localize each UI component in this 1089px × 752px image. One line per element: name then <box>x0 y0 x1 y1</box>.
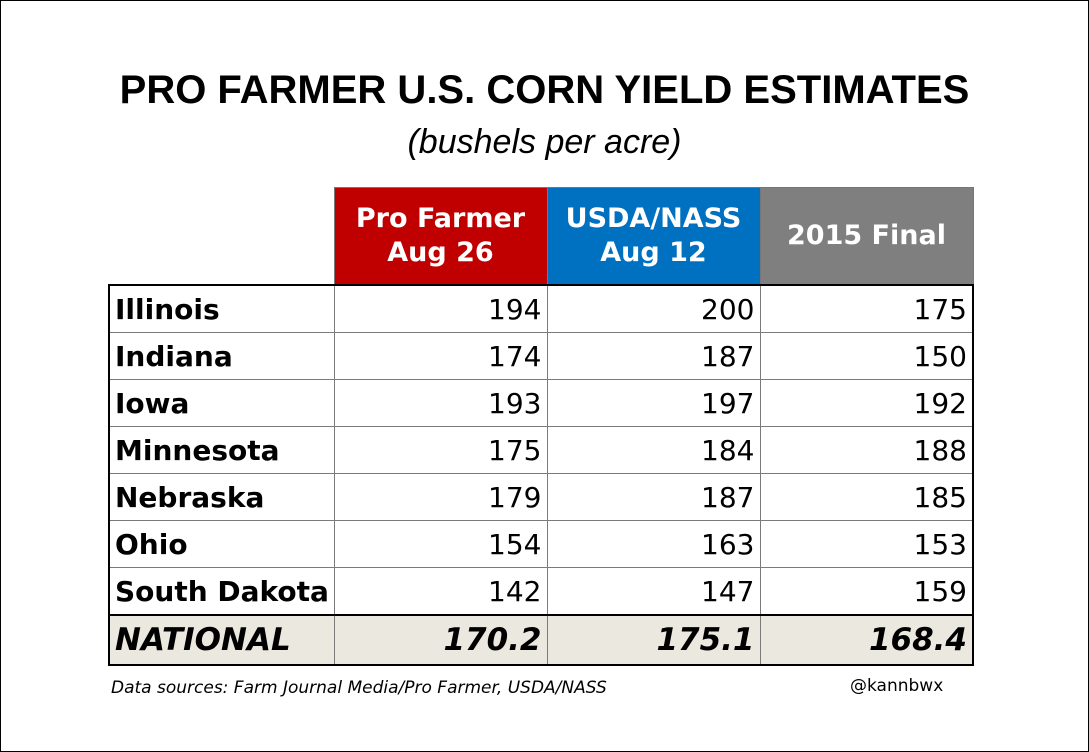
header-pro-farmer: Pro Farmer Aug 26 <box>333 187 548 286</box>
value-cell: 185 <box>759 473 974 521</box>
value-cell: 174 <box>333 332 548 380</box>
value-cell: 175 <box>333 426 548 474</box>
national-label-cell: NATIONAL <box>108 614 335 666</box>
header-pro-farmer-line2: Aug 26 <box>387 237 494 268</box>
header-pro-farmer-line1: Pro Farmer <box>355 203 526 234</box>
value-cell: 150 <box>759 332 974 380</box>
state-cell: South Dakota <box>108 567 335 616</box>
value-cell: 192 <box>759 379 974 427</box>
table-row: South Dakota 142 147 159 <box>108 567 974 616</box>
chart-title: PRO FARMER U.S. CORN YIELD ESTIMATES <box>119 68 970 112</box>
yield-table: Pro Farmer Aug 26 USDA/NASS Aug 12 2015 … <box>108 187 974 666</box>
header-2015-final-line1: 2015 Final <box>787 220 946 251</box>
state-cell: Indiana <box>108 332 335 380</box>
value-cell: 147 <box>546 567 761 616</box>
value-cell: 194 <box>333 284 548 333</box>
value-cell: 200 <box>546 284 761 333</box>
table-header-row: Pro Farmer Aug 26 USDA/NASS Aug 12 2015 … <box>109 187 974 286</box>
state-cell: Ohio <box>108 520 335 568</box>
value-cell: 188 <box>759 426 974 474</box>
national-value-cell: 175.1 <box>546 614 761 666</box>
table-row: Iowa 193 197 192 <box>108 379 974 427</box>
value-cell: 163 <box>546 520 761 568</box>
national-row: NATIONAL 170.2 175.1 168.4 <box>108 614 974 666</box>
chart-subtitle: (bushels per acre) <box>407 123 682 161</box>
value-cell: 197 <box>546 379 761 427</box>
national-value-cell: 168.4 <box>759 614 974 666</box>
table-row: Illinois 194 200 175 <box>108 284 974 333</box>
table-row: Minnesota 175 184 188 <box>108 426 974 474</box>
value-cell: 193 <box>333 379 548 427</box>
value-cell: 187 <box>546 332 761 380</box>
author-handle: @kannbwx <box>850 676 944 696</box>
value-cell: 179 <box>333 473 548 521</box>
header-usda-nass: USDA/NASS Aug 12 <box>546 187 761 286</box>
state-cell: Minnesota <box>108 426 335 474</box>
header-2015-final: 2015 Final <box>759 187 974 286</box>
value-cell: 153 <box>759 520 974 568</box>
value-cell: 184 <box>546 426 761 474</box>
value-cell: 154 <box>333 520 548 568</box>
state-cell: Iowa <box>108 379 335 427</box>
header-usda-nass-line1: USDA/NASS <box>565 203 742 234</box>
header-blank-cell <box>109 188 334 286</box>
table-row: Ohio 154 163 153 <box>108 520 974 568</box>
table-row: Indiana 174 187 150 <box>108 332 974 380</box>
value-cell: 175 <box>759 284 974 333</box>
national-value-cell: 170.2 <box>333 614 548 666</box>
state-cell: Illinois <box>108 284 335 333</box>
value-cell: 187 <box>546 473 761 521</box>
table-row: Nebraska 179 187 185 <box>108 473 974 521</box>
state-cell: Nebraska <box>108 473 335 521</box>
header-usda-nass-line2: Aug 12 <box>600 237 707 268</box>
value-cell: 142 <box>333 567 548 616</box>
data-sources-note: Data sources: Farm Journal Media/Pro Far… <box>111 678 607 698</box>
value-cell: 159 <box>759 567 974 616</box>
